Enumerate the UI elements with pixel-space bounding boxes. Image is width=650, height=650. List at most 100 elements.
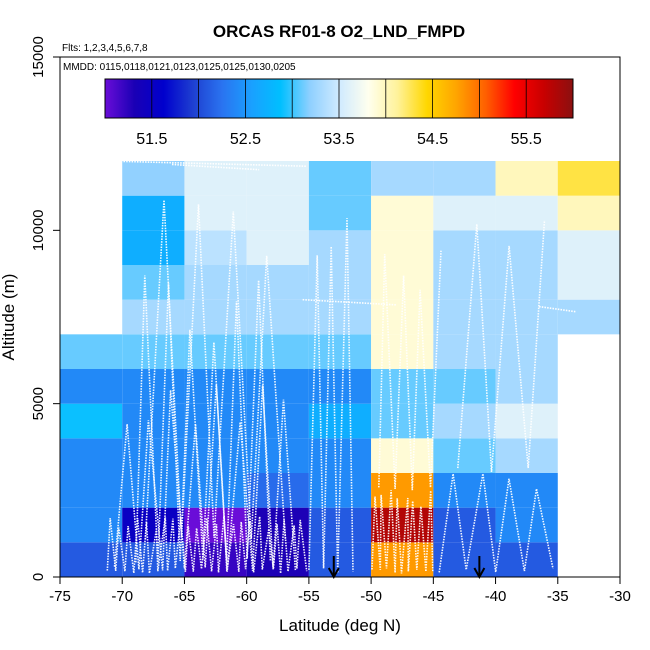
- flight-track: [308, 218, 354, 574]
- heatmap-cell: [371, 195, 434, 231]
- x-tick-label: -60: [236, 588, 258, 605]
- heatmap-cell: [246, 438, 309, 473]
- colorbar-tick-label: 52.5: [230, 131, 261, 148]
- flight-track: [144, 200, 287, 541]
- heatmap-cell: [557, 230, 620, 265]
- heatmap-cell: [495, 403, 558, 439]
- heatmap-cell: [371, 265, 434, 300]
- heatmap-cell: [60, 369, 123, 404]
- heatmap-cell: [308, 542, 372, 577]
- x-tick-label: -55: [298, 588, 320, 605]
- heatmap-cell: [371, 438, 434, 473]
- heatmap-cell: [122, 507, 185, 543]
- heatmap-cell: [60, 438, 123, 473]
- flight-track: [371, 490, 434, 574]
- heatmap-cell: [122, 230, 185, 265]
- y-tick-label: 10000: [30, 209, 47, 251]
- heatmap-cell: [495, 299, 558, 335]
- flight-tracks: [106, 160, 577, 574]
- heatmap-cell: [122, 195, 185, 231]
- heatmap-cell: [495, 334, 558, 369]
- heatmap-cell: [246, 369, 309, 404]
- heatmap-cells: [60, 161, 620, 577]
- dates-note: MMDD: 0115,0118,0121,0123,0125,0125,0130…: [63, 62, 296, 73]
- flight-track: [539, 305, 577, 313]
- heatmap-cell: [60, 542, 123, 577]
- heatmap-cell: [122, 161, 185, 196]
- heatmap-cell: [433, 265, 496, 300]
- x-axis: -75 -70 -65 -60 -55 -50 -45 -40 -35 -30: [49, 577, 631, 605]
- heatmap-cell: [308, 265, 372, 300]
- colorbar: 51.5 52.5 53.5 54.5 55.5: [104, 78, 574, 148]
- flight-track: [302, 298, 397, 306]
- heatmap-cell: [557, 161, 620, 196]
- flight-track: [457, 220, 546, 472]
- heatmap-cell: [495, 195, 558, 231]
- x-tick-label: -75: [49, 588, 71, 605]
- flight-track: [171, 163, 260, 171]
- heatmap-cell: [495, 161, 558, 196]
- heatmap-cell: [246, 161, 309, 196]
- flight-track: [378, 250, 442, 491]
- heatmap-cell: [122, 334, 185, 369]
- heatmap-cell: [308, 369, 372, 404]
- colorbar-tick-label: 51.5: [136, 131, 167, 148]
- heatmap-cell: [308, 507, 372, 543]
- heatmap-cell: [495, 230, 558, 265]
- heatmap-cell: [184, 195, 247, 231]
- flight-track: [107, 160, 307, 167]
- heatmap-cell: [60, 473, 123, 508]
- heatmap-cell: [433, 161, 496, 196]
- heatmap-cell: [308, 230, 372, 265]
- heatmap-cell: [433, 438, 496, 473]
- heatmap-cell: [371, 403, 434, 439]
- x-tick-label: -70: [111, 588, 133, 605]
- x-tick-label: -65: [174, 588, 196, 605]
- heatmap-cell: [246, 334, 309, 369]
- y-axis: 0 5000 10000 15000: [30, 36, 60, 581]
- heatmap-cell: [246, 195, 309, 231]
- x-tick-label: -50: [360, 588, 382, 605]
- heatmap-cell: [433, 507, 496, 543]
- heatmap-cell: [308, 334, 372, 369]
- heatmap-cell: [433, 334, 496, 369]
- colorbar-tick-label: 53.5: [323, 131, 354, 148]
- x-tick-label: -30: [609, 588, 631, 605]
- heatmap-cell: [308, 195, 372, 231]
- heatmap-cell: [433, 403, 496, 439]
- y-tick-label: 5000: [30, 387, 47, 420]
- heatmap-cell: [433, 299, 496, 335]
- heatmap-cell: [371, 230, 434, 265]
- heatmap-cell: [557, 265, 620, 300]
- colorbar-tick-label: 55.5: [511, 131, 542, 148]
- heatmap-cell: [557, 195, 620, 231]
- x-tick-label: -45: [422, 588, 444, 605]
- heatmap-cell: [495, 369, 558, 404]
- heatmap-cell: [557, 299, 620, 335]
- heatmap-cell: [495, 507, 558, 543]
- y-tick-label: 0: [30, 573, 47, 581]
- y-tick-label: 15000: [30, 36, 47, 78]
- x-tick-label: -40: [485, 588, 507, 605]
- heatmap-cell: [495, 265, 558, 300]
- heatmap-cell: [122, 299, 185, 335]
- flights-note: Flts: 1,2,3,4,5,6,7,8: [62, 43, 148, 54]
- heatmap-cell: [433, 230, 496, 265]
- heatmap-cell: [184, 230, 247, 265]
- heatmap-cell: [371, 161, 434, 196]
- heatmap-cell: [495, 473, 558, 508]
- heatmap-cell: [433, 542, 496, 577]
- heatmap-cell: [433, 195, 496, 231]
- heatmap-cell: [371, 369, 434, 404]
- heatmap-cell: [60, 403, 123, 439]
- x-axis-label: Latitude (deg N): [279, 616, 401, 635]
- x-tick-label: -35: [547, 588, 569, 605]
- heatmap-cell: [60, 334, 123, 369]
- heatmap-cell: [246, 265, 309, 300]
- heatmap-cell: [308, 403, 372, 439]
- flight-track: [135, 275, 272, 563]
- colorbar-tick-label: 54.5: [417, 131, 448, 148]
- heatmap-cell: [246, 230, 309, 265]
- heatmap-cell: [246, 299, 309, 335]
